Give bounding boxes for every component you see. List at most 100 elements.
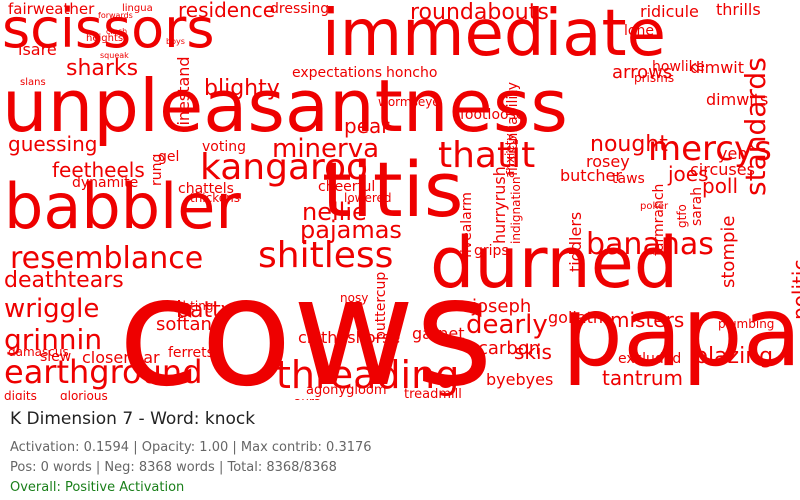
cloud-word: unpleasantness — [2, 64, 568, 148]
cloud-word: aura — [294, 396, 321, 400]
cloud-word: papa — [562, 276, 800, 388]
cloud-word: forwards — [98, 11, 133, 20]
cloud-word: anxiety — [503, 133, 517, 178]
cloud-word: titis — [322, 145, 464, 234]
cloud-word: scissors — [2, 0, 215, 60]
cloud-word: expectations — [292, 65, 383, 81]
cloud-word: dressing — [270, 1, 330, 17]
cloud-word: wormseye — [378, 95, 440, 109]
cloud-word: garnet — [412, 324, 465, 343]
cloud-word: feetheels — [52, 158, 145, 182]
cloud-word: poker — [640, 201, 669, 212]
cloud-word: babbler — [4, 170, 241, 243]
cloud-word: blighty — [204, 76, 280, 101]
cloud-word: blazing — [694, 344, 774, 369]
cloud-word: misters — [610, 308, 685, 332]
cloud-word: doubting — [160, 299, 214, 313]
cloud-word: durned — [430, 222, 679, 304]
cloud-word: howlike — [652, 59, 705, 75]
cloud-word: minerva — [272, 134, 380, 164]
cloud-word: excluded — [618, 351, 682, 367]
cloud-word: circuses — [690, 160, 755, 179]
cloud-word: footloose — [460, 107, 525, 123]
activation-stats: Activation: 0.1594 | Opacity: 1.00 | Max… — [10, 440, 372, 455]
cloud-word: squeak — [100, 51, 129, 60]
word-counts: Pos: 0 words | Neg: 8368 words | Total: … — [10, 460, 337, 475]
cloud-word: residence — [178, 0, 276, 22]
overall-status: Overall: Positive Activation — [10, 480, 185, 495]
cloud-word: yen — [718, 144, 748, 163]
cloud-word: digits — [4, 389, 37, 400]
cloud-word: chattels — [178, 181, 234, 197]
cloud-word: tiddlers — [566, 211, 585, 272]
cloud-word: clotheshorse — [298, 328, 401, 347]
cloud-word: isare — [18, 40, 57, 59]
word-cloud: cows papa unpleasantness immediate scissors b… — [0, 0, 800, 400]
cloud-word: stompie — [718, 215, 739, 288]
cloud-word: politic — [788, 259, 800, 320]
cloud-word: taws — [612, 171, 645, 187]
cloud-word: cinch — [106, 27, 128, 36]
cloud-word: tantrum — [602, 366, 683, 390]
cloud-word: prisms — [634, 71, 675, 85]
cloud-word: joseph — [472, 296, 532, 317]
cloud-word: dimwit — [690, 58, 744, 77]
cloud-word: slew — [40, 349, 72, 365]
cloud-word: thatit — [438, 135, 536, 176]
cloud-word: fairweather — [8, 0, 95, 18]
cloud-word: plumbing — [718, 317, 775, 331]
cloud-word: pajamas — [300, 216, 402, 244]
cloud-word: nellie — [302, 198, 367, 226]
cloud-word: lingua — [122, 3, 153, 14]
cloud-word: carbon — [478, 338, 541, 359]
cloud-word: skis — [514, 340, 552, 364]
cloud-word: nosy — [340, 291, 369, 305]
cloud-word: grinnin — [4, 323, 103, 356]
cloud-word: mercys — [648, 129, 772, 169]
cloud-word: sharks — [66, 56, 139, 81]
cloud-word: voting — [202, 139, 246, 155]
cloud-word: boys — [166, 37, 185, 46]
cloud-word: joes — [668, 162, 709, 186]
dimension-title: K Dimension 7 - Word: knock — [10, 409, 256, 429]
cloud-word: cheerful — [318, 179, 376, 195]
cloud-word: glorious — [60, 389, 108, 400]
cloud-word: grips — [474, 243, 509, 259]
cloud-word: resemblance — [10, 241, 204, 276]
cloud-word: batty — [176, 298, 234, 323]
cloud-word: bananas — [586, 227, 714, 262]
cloud-word: threading — [276, 353, 460, 397]
cloud-word: linestand — [174, 56, 193, 130]
cloud-word: indignation — [509, 176, 523, 244]
cloud-word: deathtears — [4, 268, 124, 293]
cloud-word: thrills — [716, 0, 761, 19]
cloud-word: damascus — [8, 345, 69, 359]
cloud-word: softan — [156, 314, 212, 335]
cloud-word: gtfo — [675, 204, 689, 228]
cloud-word: dynamite — [72, 175, 139, 191]
cloud-word: closenear — [82, 348, 160, 367]
cloud-word: gel — [158, 149, 180, 165]
cloud-word: roundabouts — [410, 0, 549, 25]
cloud-word: dearly — [466, 310, 548, 340]
cloud-word: poll — [702, 174, 739, 198]
cloud-word: guessing — [8, 132, 98, 156]
cloud-word: thickens — [190, 191, 241, 205]
cloud-word: immediate — [322, 0, 666, 71]
cloud-word: cows — [118, 246, 494, 400]
cloud-word: pear — [344, 114, 390, 138]
cloud-word: honcho — [386, 65, 438, 81]
cloud-word: dimwits — [706, 90, 769, 109]
cloud-word: sarah — [689, 186, 705, 226]
cloud-word: goliath — [548, 308, 604, 327]
cloud-word: slans — [20, 77, 46, 88]
cloud-word: kangaroo — [200, 147, 369, 188]
cloud-word: butcher — [560, 166, 622, 185]
cloud-word: agonygloom — [306, 383, 387, 398]
cloud-word: lowered — [344, 191, 392, 205]
cloud-word: ridicule — [640, 2, 699, 21]
cloud-word: shitless — [258, 235, 394, 276]
cloud-word: ferrets — [168, 345, 214, 361]
cloud-word: nought — [590, 132, 668, 157]
cloud-word: fivealarm — [459, 192, 475, 258]
